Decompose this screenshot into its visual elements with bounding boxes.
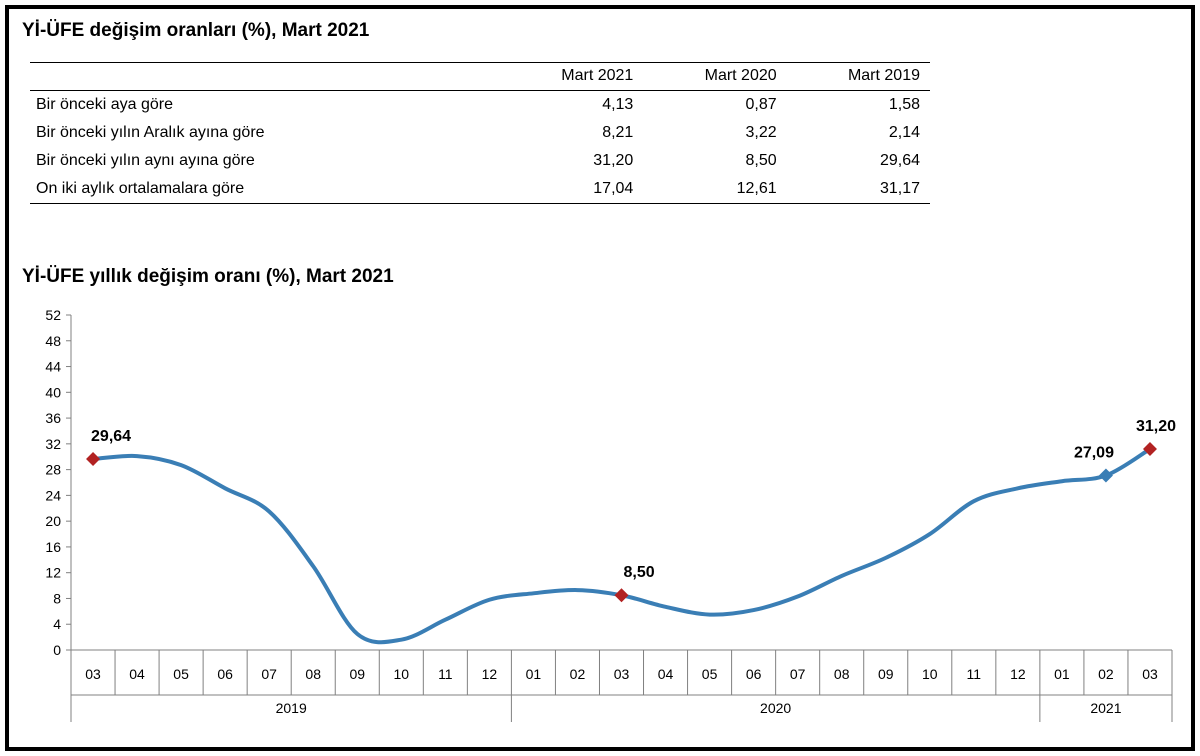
x-tick-label: 11	[438, 666, 453, 682]
x-tick-label: 09	[878, 666, 894, 682]
rates-table: Mart 2021 Mart 2020 Mart 2019 Bir önceki…	[30, 62, 930, 204]
x-tick-label: 01	[526, 666, 542, 682]
data-label: 29,64	[91, 428, 131, 445]
y-tick-label: 48	[45, 333, 61, 349]
y-tick-label: 44	[45, 359, 61, 375]
y-tick-label: 20	[45, 513, 61, 529]
y-tick-label: 16	[45, 539, 61, 555]
year-label: 2020	[760, 700, 791, 716]
y-tick-label: 52	[45, 307, 61, 323]
table-cell: 1,58	[888, 96, 920, 113]
figure-frame	[5, 5, 1195, 751]
y-tick-label: 28	[45, 462, 61, 478]
table-header-mart-2020: Mart 2020	[643, 62, 787, 91]
row-label: Bir önceki yılın Aralık ayına göre	[36, 124, 265, 141]
table-header-blank	[30, 62, 500, 91]
table-cell: 29,64	[879, 152, 920, 169]
data-label: 31,20	[1136, 418, 1176, 435]
year-label: 2021	[1090, 700, 1121, 716]
table-cell: 3,22	[745, 124, 777, 141]
x-tick-label: 08	[305, 666, 321, 682]
data-point-marker	[614, 588, 629, 603]
x-tick-label: 12	[1010, 666, 1026, 682]
data-point-marker	[86, 452, 101, 467]
x-tick-label: 05	[173, 666, 189, 682]
x-tick-label: 05	[702, 666, 718, 682]
y-tick-label: 24	[45, 487, 61, 503]
table-cell: 8,21	[602, 124, 634, 141]
table-cell: 8,50	[745, 152, 777, 169]
series-line	[92, 447, 1152, 645]
x-tick-label: 01	[1054, 666, 1070, 682]
table-header-row: Mart 2021 Mart 2020 Mart 2019	[30, 62, 930, 91]
y-tick-label: 4	[53, 616, 61, 632]
data-label: 8,50	[624, 564, 655, 581]
x-tick-label: 03	[85, 666, 101, 682]
table-header-mart-2019: Mart 2019	[786, 62, 930, 91]
x-tick-label: 03	[614, 666, 630, 682]
table-cell: 2,14	[888, 124, 920, 141]
x-tick-label: 02	[1098, 666, 1114, 682]
x-tick-label: 10	[394, 666, 410, 682]
table-cell: 4,13	[602, 96, 634, 113]
row-label: Bir önceki yılın aynı ayına göre	[36, 152, 255, 169]
y-tick-label: 40	[45, 384, 61, 400]
table-header-mart-2021: Mart 2021	[500, 62, 644, 91]
y-tick-label: 0	[53, 642, 61, 658]
x-tick-label: 12	[482, 666, 498, 682]
x-tick-label: 06	[746, 666, 762, 682]
y-tick-label: 36	[45, 410, 61, 426]
row-label: Bir önceki aya göre	[36, 96, 173, 113]
data-point-marker	[1098, 468, 1113, 483]
row-label: On iki aylık ortalamalara göre	[30, 175, 500, 204]
data-point-marker	[1142, 442, 1157, 456]
table-row: Bir önceki yılın Aralık ayına göre 8,21 …	[30, 119, 930, 147]
x-tick-label: 10	[922, 666, 938, 682]
table-row: On iki aylık ortalamalara göre 17,04 12,…	[30, 175, 930, 204]
year-label: 2019	[276, 700, 307, 716]
data-label: 27,09	[1074, 444, 1114, 461]
table-cell: 0,87	[745, 96, 777, 113]
x-tick-label: 02	[570, 666, 586, 682]
x-tick-label: 06	[217, 666, 233, 682]
x-tick-label: 04	[129, 666, 145, 682]
x-tick-label: 08	[834, 666, 850, 682]
x-tick-label: 11	[967, 666, 982, 682]
x-tick-label: 03	[1142, 666, 1158, 682]
chart-title: Yİ-ÜFE yıllık değişim oranı (%), Mart 20…	[22, 266, 394, 287]
x-tick-label: 09	[349, 666, 365, 682]
table-cell: 31,20	[593, 152, 634, 169]
y-tick-label: 32	[45, 436, 61, 452]
table-row: Bir önceki yılın aynı ayına göre 31,20 8…	[30, 147, 930, 175]
y-tick-label: 12	[45, 565, 61, 581]
table-cell: 31,17	[786, 175, 930, 204]
x-tick-label: 04	[658, 666, 674, 682]
x-tick-label: 07	[261, 666, 277, 682]
table-row: Bir önceki aya göre 4,13 0,87 1,58	[30, 91, 930, 120]
table-cell: 12,61	[643, 175, 787, 204]
table-cell: 17,04	[500, 175, 644, 204]
y-tick-label: 8	[53, 590, 61, 606]
table-title: Yİ-ÜFE değişim oranları (%), Mart 2021	[22, 20, 370, 41]
x-tick-label: 07	[790, 666, 806, 682]
